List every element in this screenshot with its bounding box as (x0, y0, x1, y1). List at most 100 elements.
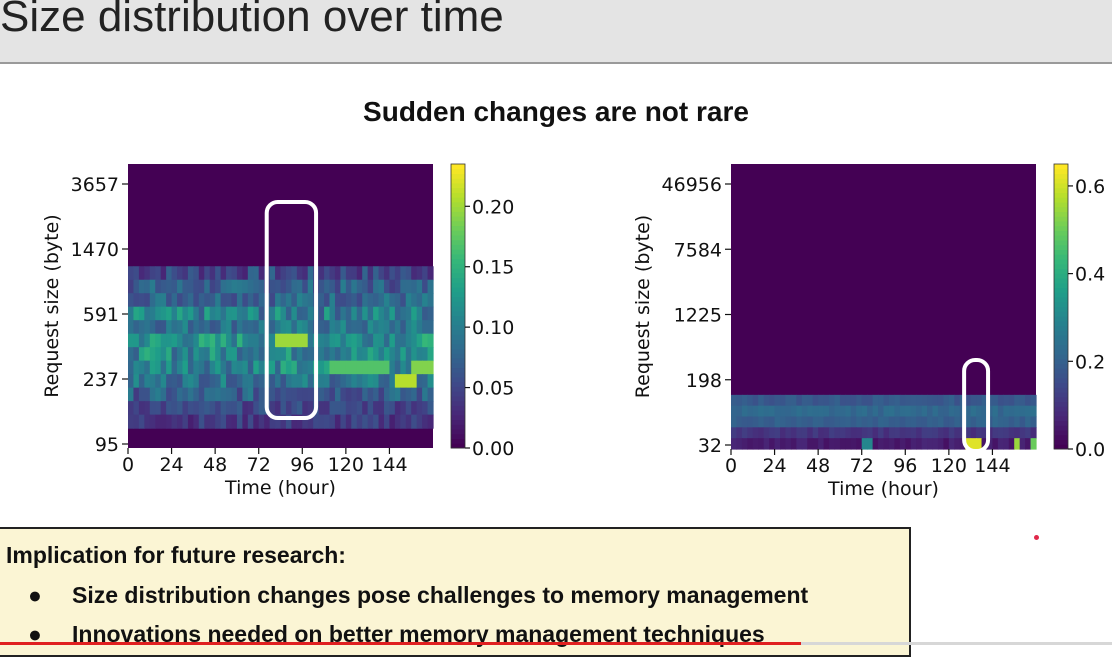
heatmap-cell (285, 266, 292, 281)
heatmap-cell (302, 266, 309, 281)
heatmap-cell (269, 414, 276, 429)
heatmap-cell (927, 394, 934, 407)
heatmap-cell (345, 401, 352, 416)
heatmap-cell (247, 387, 254, 402)
heatmap-cell (389, 320, 396, 335)
heatmap-cell (258, 401, 265, 416)
heatmap-cell (411, 320, 418, 335)
heatmap-cell (758, 394, 765, 407)
heatmap-cell (193, 333, 200, 348)
colorbar-segment (451, 405, 465, 411)
heatmap-cell (226, 401, 233, 416)
heatmap-cell (383, 387, 391, 402)
heatmap-cell (916, 416, 923, 428)
heatmap-cell (796, 405, 803, 418)
heatmap-cell (823, 427, 830, 439)
heatmap-cell (970, 427, 977, 439)
heatmap-cell (1003, 438, 1010, 450)
heatmap-cell (378, 333, 385, 348)
y-tick-label: 3657 (71, 174, 119, 196)
heatmap-cell (226, 306, 233, 321)
heatmap-cell (280, 320, 287, 335)
heatmap-cell (220, 293, 227, 308)
heatmap-cell (427, 374, 434, 389)
heatmap-cell (155, 374, 162, 389)
heatmap-cell (296, 266, 303, 281)
heatmap-cell (894, 394, 901, 407)
heatmap-cell (769, 427, 776, 439)
heatmap-cell (780, 438, 787, 450)
heatmap-cell (1019, 438, 1026, 450)
heatmap-cell (921, 405, 928, 418)
heatmap-cell (367, 333, 374, 348)
heatmap-cell (198, 347, 205, 362)
heatmap-cell (296, 293, 303, 308)
heatmap-cell (405, 333, 412, 348)
heatmap-cell (329, 401, 336, 416)
heatmap-cell (155, 401, 162, 416)
heatmap-cell (378, 347, 385, 362)
colorbar-segment (1054, 178, 1068, 184)
heatmap-cell (182, 266, 189, 281)
heatmap-cell (405, 414, 412, 429)
heatmap-cell (296, 279, 303, 294)
heatmap-cell (253, 387, 260, 402)
heatmap-cell (160, 401, 167, 416)
heatmap-cell (160, 374, 167, 389)
heatmap-cell (351, 279, 358, 294)
heatmap-cell (389, 279, 396, 294)
heatmap-cell (302, 293, 309, 308)
heatmap-cell (171, 279, 178, 294)
heatmap-cell (383, 293, 391, 308)
heatmap-cell (242, 320, 249, 335)
colorbar-segment (1054, 225, 1068, 231)
heatmap-cell (758, 416, 765, 428)
x-axis-label: Time (hour) (224, 477, 336, 499)
heatmap-cell (422, 266, 429, 281)
heatmap-cell (296, 414, 303, 429)
heatmap-cell (329, 306, 336, 321)
heatmap-cell (812, 427, 819, 439)
heatmap-cell (253, 347, 260, 362)
heatmap-cell (285, 320, 292, 335)
heatmap-cell (383, 374, 391, 389)
heatmap-cell (416, 347, 423, 362)
heatmap-cell (253, 320, 260, 335)
x-tick-label: 96 (290, 454, 314, 476)
heatmap-cell (405, 293, 412, 308)
heatmap-cell (400, 306, 407, 321)
heatmap-cell (400, 333, 407, 348)
heatmap-cell (899, 394, 906, 407)
colorbar-segment (1054, 164, 1068, 170)
heatmap-cell (155, 266, 162, 281)
x-axis-label: Time (hour) (827, 478, 939, 500)
heatmap-cell (198, 414, 205, 429)
colorbar-segment (451, 253, 465, 260)
heatmap-cell (752, 405, 759, 418)
heatmap-cell (394, 387, 401, 402)
heatmap-cell (220, 414, 227, 429)
heatmap-cell (144, 279, 151, 294)
x-tick-label: 48 (203, 454, 227, 476)
heatmap-cell (807, 438, 814, 450)
heatmap-cell (177, 414, 184, 429)
heatmap-cell (264, 414, 271, 429)
heatmap-cell (215, 374, 222, 389)
x-tick-label: 120 (328, 454, 364, 476)
heatmap-cell (302, 374, 309, 389)
heatmap-cell (242, 387, 249, 402)
heatmap-cell (351, 401, 358, 416)
heatmap-cell (790, 427, 797, 439)
heatmap-cell (373, 279, 380, 294)
heatmap-cell (198, 401, 205, 416)
x-tick-label: 24 (159, 454, 183, 476)
heatmap-cell (427, 347, 434, 362)
video-progress-bar[interactable] (0, 642, 1112, 645)
heatmap-cell (220, 266, 227, 281)
heatmap-cell (1030, 438, 1037, 450)
heatmap-cell (389, 374, 396, 389)
heatmap-cell (383, 333, 391, 348)
heatmap-cell (383, 266, 391, 281)
heatmap-cell (215, 266, 222, 281)
heatmap-cell (253, 360, 260, 375)
